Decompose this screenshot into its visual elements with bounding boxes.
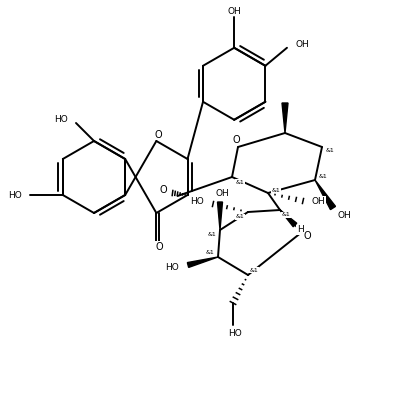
Text: HO: HO [228,328,242,337]
Text: O: O [232,135,240,145]
Text: HO: HO [190,198,204,207]
Polygon shape [280,210,297,227]
Text: H: H [297,226,303,234]
Polygon shape [218,202,222,230]
Text: &1: &1 [272,188,280,192]
Polygon shape [187,257,218,267]
Text: &1: &1 [325,147,335,153]
Text: O: O [156,242,163,252]
Text: OH: OH [227,7,241,16]
Text: OH: OH [338,211,352,220]
Text: &1: &1 [319,175,327,179]
Text: O: O [303,231,311,241]
Text: &1: &1 [236,179,245,185]
Text: O: O [154,130,162,140]
Text: &1: &1 [236,215,245,220]
Text: OH: OH [215,190,229,198]
Text: &1: &1 [206,249,214,254]
Text: &1: &1 [282,213,290,217]
Text: O: O [160,185,167,195]
Text: &1: &1 [250,267,258,273]
Polygon shape [315,180,335,210]
Text: OH: OH [296,40,310,49]
Text: OH: OH [312,196,326,205]
Text: &1: &1 [208,232,216,237]
Text: HO: HO [165,262,179,271]
Text: &1: &1 [189,198,198,203]
Text: HO: HO [8,190,21,200]
Text: HO: HO [54,115,68,124]
Polygon shape [282,103,288,133]
